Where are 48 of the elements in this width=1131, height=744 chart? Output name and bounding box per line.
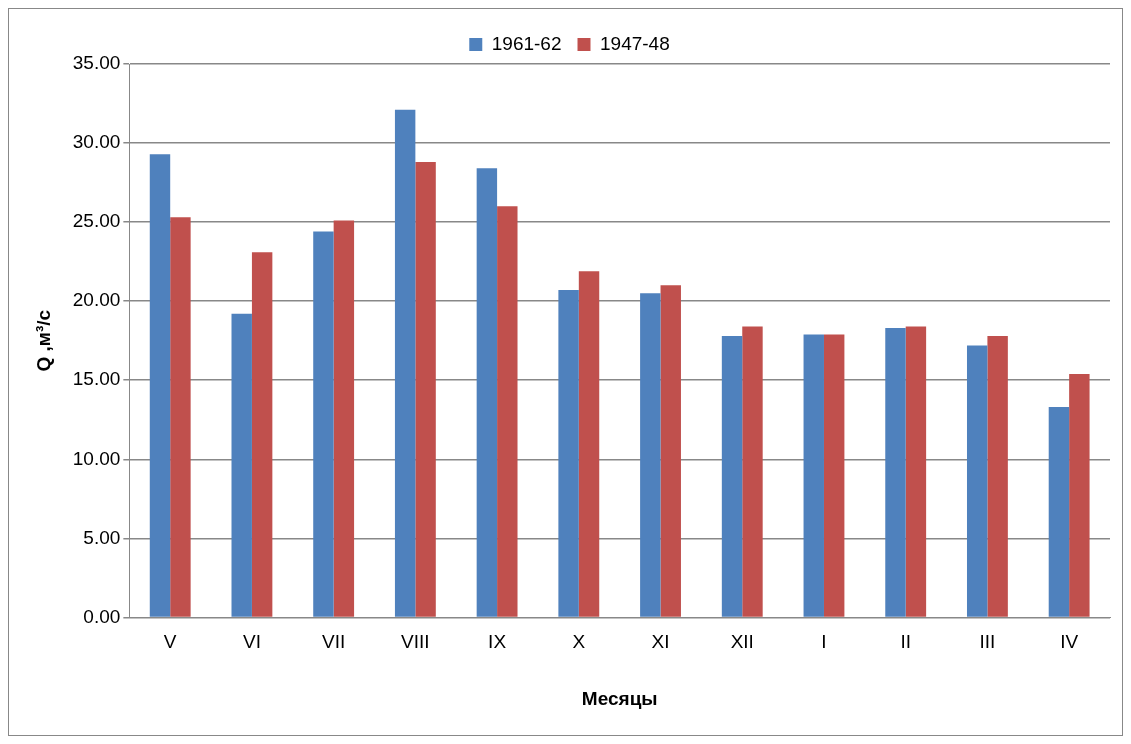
bar [803, 334, 824, 617]
x-tick-label: VII [322, 631, 346, 653]
bar [333, 220, 355, 617]
bar [476, 168, 498, 617]
y-axis-title: Q ,м³/с [32, 309, 54, 372]
y-tick-label: 15.00 [72, 368, 121, 390]
bar [231, 313, 252, 617]
bar [721, 335, 743, 617]
bar [415, 162, 436, 617]
bar [149, 154, 171, 617]
bar [1048, 407, 1070, 617]
bar [823, 334, 845, 617]
legend-label: 1961-62 [491, 32, 562, 54]
x-tick-label: XII [730, 631, 754, 653]
x-tick-label: XI [651, 631, 670, 653]
bar [660, 285, 681, 617]
x-tick-label: VI [242, 631, 261, 653]
y-tick-label: 20.00 [72, 289, 121, 311]
bar [640, 293, 661, 617]
bar [558, 290, 579, 617]
x-axis-title: Месяцы [581, 687, 658, 709]
y-tick-label: 35.00 [72, 52, 121, 74]
bar [394, 109, 416, 617]
y-tick-label: 25.00 [72, 210, 121, 232]
legend-label: 1947-48 [600, 32, 670, 54]
x-tick-label: VIII [401, 631, 430, 653]
bar [578, 271, 600, 617]
bar [497, 206, 518, 617]
y-tick-label: 10.00 [72, 447, 121, 469]
x-tick-label: I [821, 631, 827, 653]
x-tick-label: X [572, 631, 586, 653]
bar [905, 326, 927, 617]
bar [742, 326, 763, 617]
bar [313, 231, 334, 617]
y-tick-label: 0.00 [83, 605, 121, 627]
bar [1069, 373, 1090, 617]
y-tick-label: 5.00 [83, 526, 121, 548]
x-tick-label: III [979, 631, 996, 653]
bar [966, 345, 988, 617]
bar [251, 252, 273, 617]
x-tick-label: IX [488, 631, 507, 653]
y-tick-label: 30.00 [72, 131, 121, 153]
x-tick-label: V [163, 631, 177, 653]
bar [170, 217, 191, 617]
bar [987, 335, 1008, 617]
x-tick-label: IV [1060, 631, 1079, 653]
x-tick-label: II [900, 631, 911, 653]
bar [885, 328, 906, 617]
